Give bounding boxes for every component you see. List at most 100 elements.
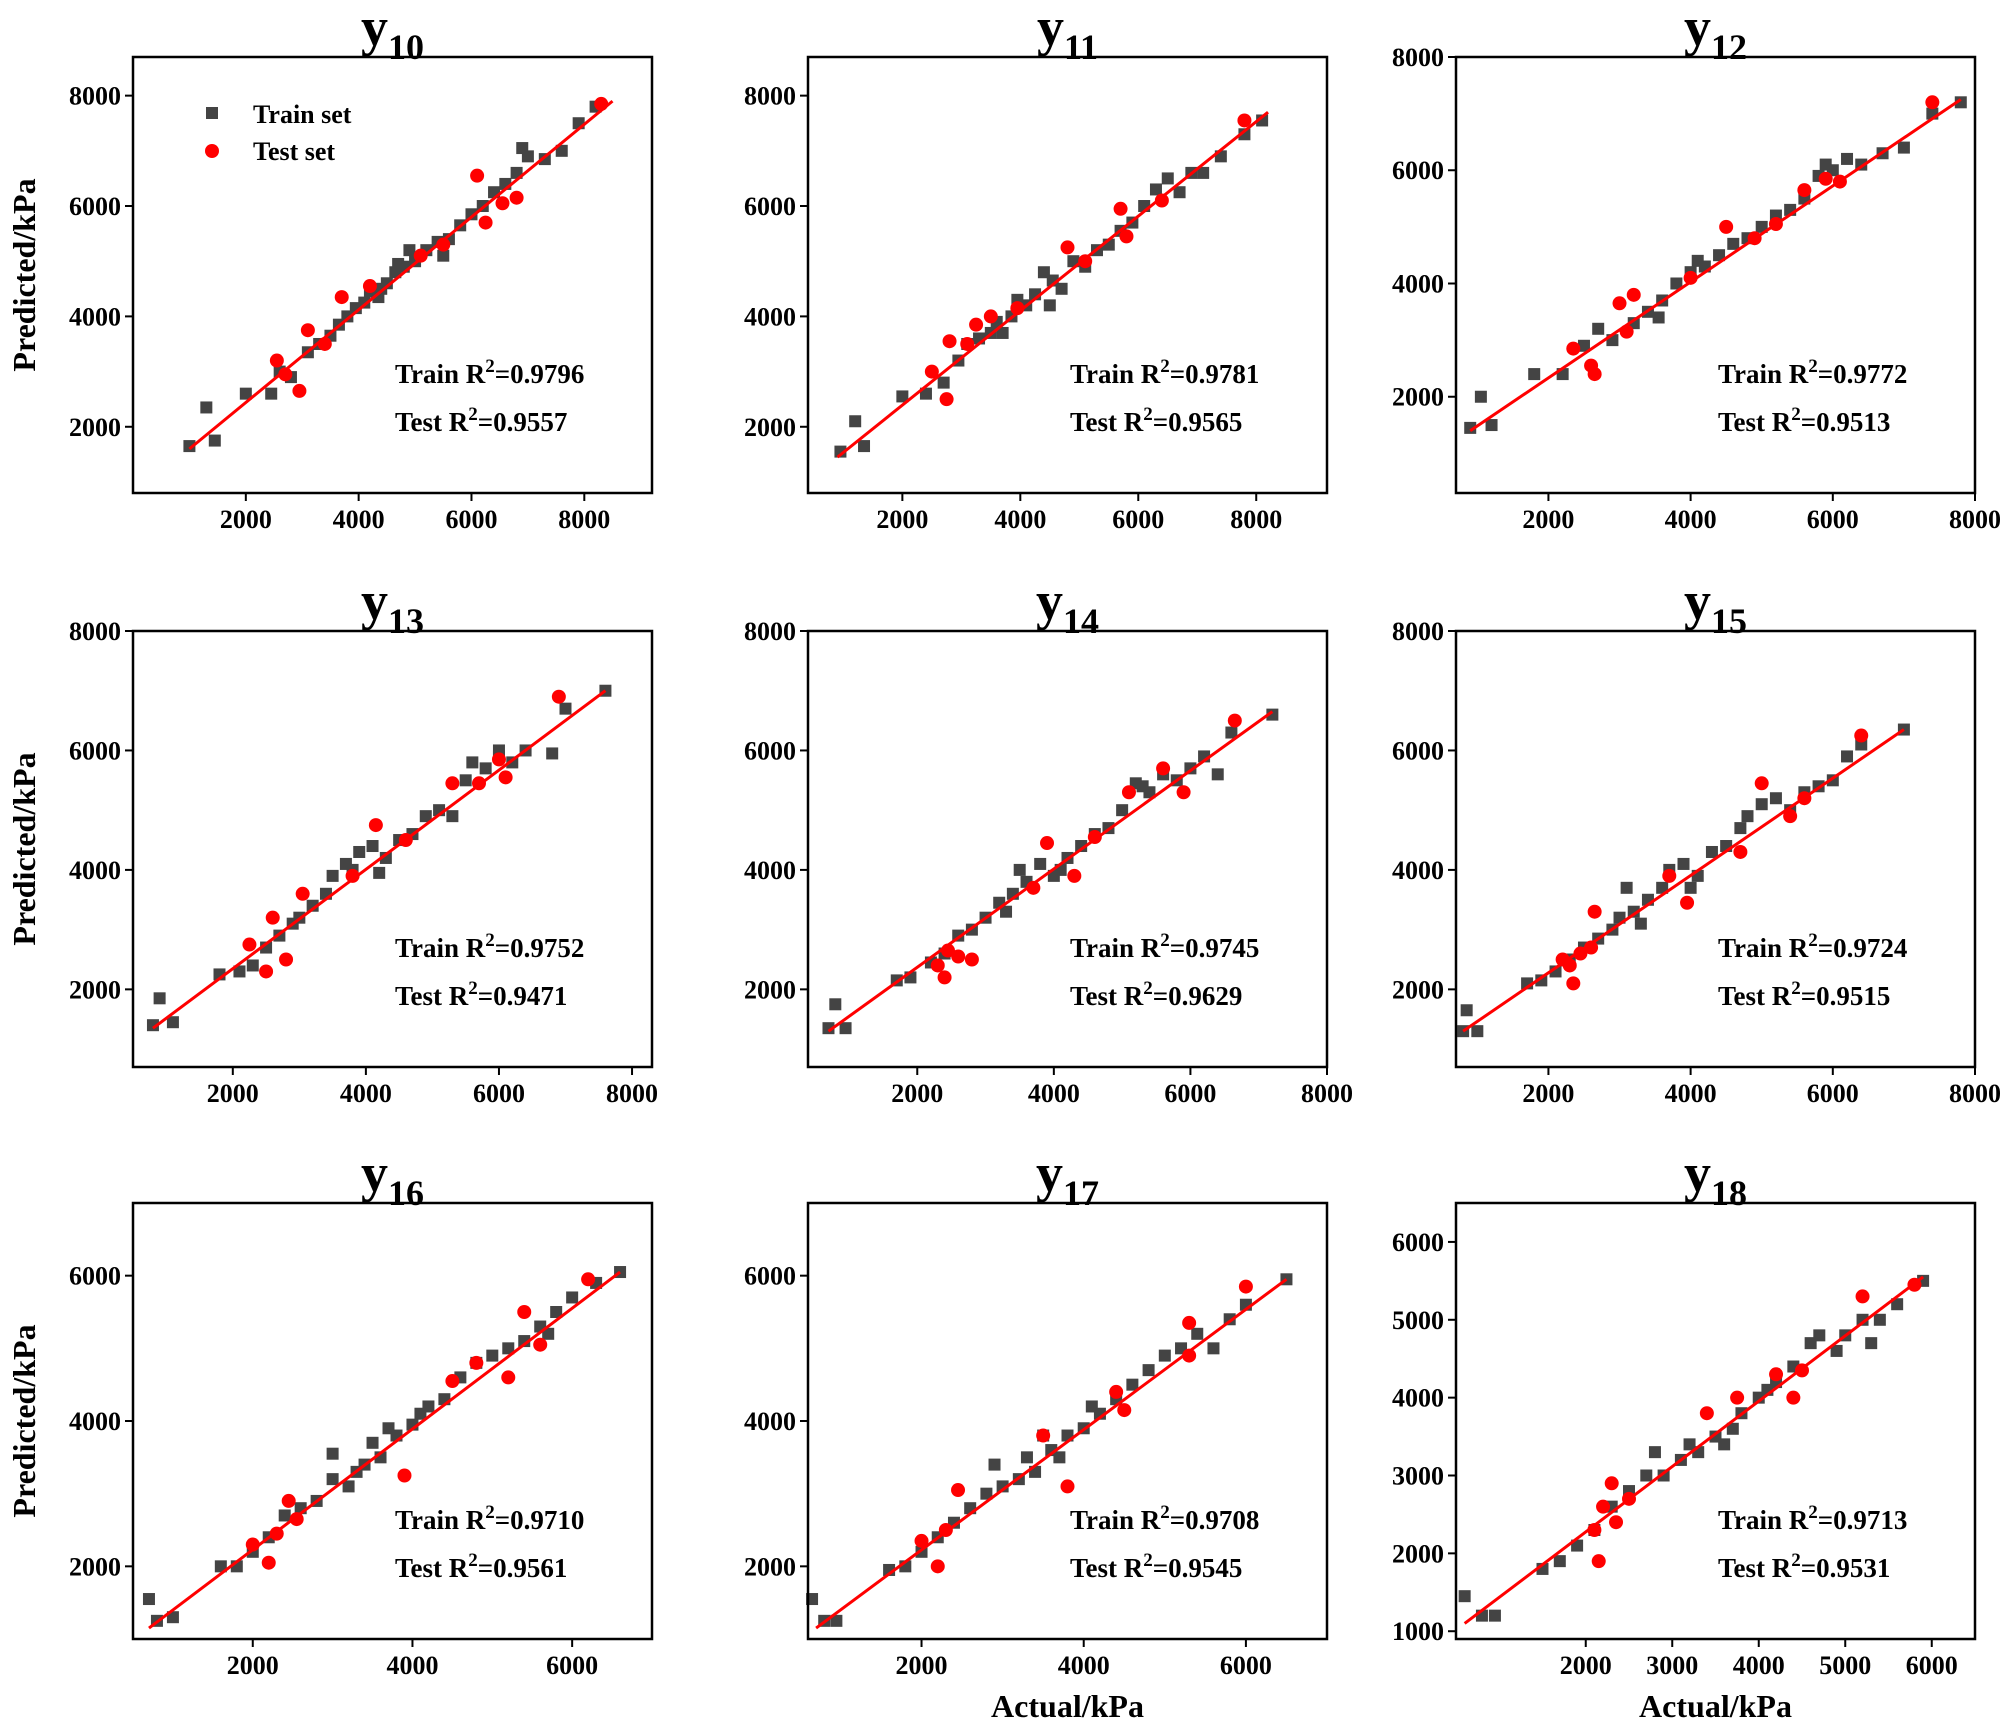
x-tick-label: 4000 [1665, 1079, 1717, 1108]
legend: Train set Test set [205, 100, 352, 166]
test-point [1176, 785, 1191, 800]
train-r2-value: =0.9752 [495, 933, 585, 963]
panel-title: y15 [1684, 571, 1747, 641]
test-point [470, 168, 485, 183]
train-point [919, 387, 932, 400]
test-point [269, 353, 284, 368]
y-tick-label: 3000 [1392, 1462, 1444, 1491]
test-r2-superscript: 2 [1791, 404, 1801, 425]
train-point [1726, 1422, 1739, 1435]
train-point [1149, 183, 1162, 196]
train-r2-annotation: Train R2=0.9724 [1718, 930, 1907, 963]
panel-y10: y10 2000 4000 6000 8000 2000 4000 6000 8000 Predi… [6, 0, 654, 534]
train-point [1648, 1446, 1661, 1459]
y-tick-label: 4000 [744, 856, 796, 885]
train-point [1043, 299, 1056, 312]
test-point [1026, 880, 1041, 895]
fit-line [827, 710, 1274, 1033]
test-point [1060, 1479, 1075, 1494]
train-point [1819, 158, 1832, 171]
train-point [142, 1593, 155, 1606]
panel-y18: y18 2000 3000 4000 5000 6000 1000 2000 3000 4000 5… [1392, 1143, 1977, 1724]
fit-line [148, 1270, 621, 1630]
test-point [1797, 183, 1812, 198]
test-point [1786, 1390, 1801, 1405]
train-point [446, 810, 459, 823]
test-r2-value: =0.9545 [1153, 1553, 1243, 1583]
train-point [1755, 220, 1768, 233]
test-point [1626, 287, 1641, 302]
train-point [414, 1407, 427, 1420]
x-tick-label: 3000 [1646, 1651, 1698, 1680]
train-point [896, 390, 909, 403]
plot-frame [806, 1201, 1329, 1641]
train-point [1055, 282, 1068, 295]
test-point [1060, 240, 1075, 255]
test-r2-label: Test R [395, 407, 469, 437]
panel-y16: y16 2000 4000 6000 2000 4000 6000 Predicted/kPa… [6, 1143, 654, 1680]
x-axis-title: Actual/kPa [1639, 1688, 1792, 1724]
test-r2-value: =0.9557 [478, 407, 568, 437]
train-r2-value: =0.9713 [1818, 1505, 1908, 1535]
test-point [924, 364, 939, 379]
train-point [1013, 863, 1026, 876]
x-tick-label: 6000 [1112, 505, 1164, 534]
test-point [951, 1483, 966, 1498]
y-tick-label: 6000 [744, 1262, 796, 1291]
test-point [551, 689, 566, 704]
test-point [939, 392, 954, 407]
train-point [937, 376, 950, 389]
train-point [829, 998, 842, 1011]
train-point [1873, 1313, 1886, 1326]
legend-train-marker [206, 107, 218, 119]
test-point [1036, 1428, 1051, 1443]
legend-train-label: Train set [253, 100, 352, 129]
y-tick-label: 8000 [744, 617, 796, 646]
x-tick-label: 2000 [1522, 1079, 1574, 1108]
train-r2-annotation: Train R2=0.9752 [395, 930, 584, 963]
train-point [342, 1480, 355, 1493]
x-tick-label: 8000 [1230, 505, 1282, 534]
train-r2-value: =0.9772 [1818, 359, 1908, 389]
train-point [849, 415, 862, 428]
panel-title: y10 [361, 0, 424, 67]
test-r2-label: Test R [395, 981, 469, 1011]
train-point [1705, 845, 1718, 858]
test-r2-superscript: 2 [1143, 978, 1153, 999]
plot-frame [1454, 629, 1977, 1069]
x-tick-label: 2000 [876, 505, 928, 534]
panel-title: y17 [1036, 1143, 1099, 1213]
train-point [233, 965, 246, 978]
train-point [1161, 172, 1174, 185]
train-point [1464, 421, 1477, 434]
y-tick-label: 2000 [744, 975, 796, 1004]
panel-title: y13 [361, 571, 424, 641]
panel-title-main: y [361, 1143, 388, 1203]
y-tick-label: 8000 [69, 617, 121, 646]
test-point [1769, 1367, 1784, 1382]
train-point [353, 845, 366, 858]
train-point [1075, 840, 1088, 853]
train-point [183, 440, 196, 453]
test-r2-superscript: 2 [468, 404, 478, 425]
x-tick-label: 5000 [1819, 1651, 1871, 1680]
train-point [366, 1436, 379, 1449]
plot-frame [131, 629, 654, 1069]
test-r2-value: =0.9471 [478, 981, 568, 1011]
train-point [1620, 881, 1633, 894]
test-point [1730, 1390, 1745, 1405]
test-point [279, 952, 294, 967]
test-point [469, 1355, 484, 1370]
test-point [242, 937, 257, 952]
train-r2-superscript: 2 [1808, 356, 1818, 377]
test-point [1604, 1476, 1619, 1491]
y-tick-label: 2000 [744, 1552, 796, 1581]
train-point [1211, 768, 1224, 781]
y-tick-label: 2000 [69, 1552, 121, 1581]
test-r2-value: =0.9515 [1801, 981, 1891, 1011]
test-point [1855, 1289, 1870, 1304]
train-r2-value: =0.9708 [1170, 1505, 1260, 1535]
y-tick-label: 8000 [69, 82, 121, 111]
test-point [300, 323, 315, 338]
y-tick-label: 2000 [1392, 975, 1444, 1004]
